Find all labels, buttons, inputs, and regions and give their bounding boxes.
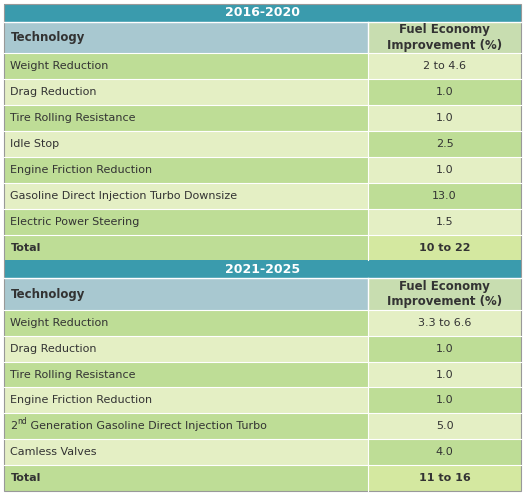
Text: Generation Gasoline Direct Injection Turbo: Generation Gasoline Direct Injection Tur… [27,421,267,431]
Text: 2021-2025: 2021-2025 [225,263,300,276]
Bar [4,336,369,361]
Text: Electric Power Steering: Electric Power Steering [10,217,140,227]
Bar [369,105,521,131]
Bar [369,183,521,209]
Text: 1.0: 1.0 [436,165,454,175]
Text: 2 to 4.6: 2 to 4.6 [423,61,466,71]
Bar [4,4,521,22]
Text: Technology: Technology [10,31,85,44]
Bar [4,361,369,388]
Text: Fuel Economy
Improvement (%): Fuel Economy Improvement (%) [387,280,502,308]
Text: Tire Rolling Resistance: Tire Rolling Resistance [10,370,136,380]
Text: 10 to 22: 10 to 22 [419,243,470,252]
Bar [369,388,521,413]
Text: Gasoline Direct Injection Turbo Downsize: Gasoline Direct Injection Turbo Downsize [10,191,238,200]
Text: Tire Rolling Resistance: Tire Rolling Resistance [10,113,136,123]
Text: Fuel Economy
Improvement (%): Fuel Economy Improvement (%) [387,23,502,52]
Text: Camless Valves: Camless Valves [10,447,97,457]
Bar [4,235,369,260]
Text: Idle Stop: Idle Stop [10,139,60,149]
Text: 2.5: 2.5 [436,139,454,149]
Bar [369,235,521,260]
Text: 3.3 to 6.6: 3.3 to 6.6 [418,318,471,328]
Text: 2016-2020: 2016-2020 [225,6,300,19]
Text: Drag Reduction: Drag Reduction [10,344,97,353]
Bar [4,388,369,413]
Text: 5.0: 5.0 [436,421,454,431]
Text: nd: nd [17,417,27,426]
Bar [4,209,369,235]
Text: 1.0: 1.0 [436,87,454,97]
Text: 13.0: 13.0 [432,191,457,200]
Bar [369,22,521,53]
Bar [369,131,521,157]
Text: 4.0: 4.0 [436,447,454,457]
Bar [369,465,521,491]
Bar [369,413,521,439]
Text: Engine Friction Reduction: Engine Friction Reduction [10,165,153,175]
Bar [369,157,521,183]
Text: 1.5: 1.5 [436,217,454,227]
Bar [4,53,369,79]
Bar [369,79,521,105]
Bar [4,183,369,209]
Text: 1.0: 1.0 [436,344,454,353]
Bar [4,465,369,491]
Bar [4,79,369,105]
Bar [369,53,521,79]
Text: 1.0: 1.0 [436,370,454,380]
Bar [4,157,369,183]
Bar [369,209,521,235]
Text: 1.0: 1.0 [436,396,454,405]
Bar [4,22,369,53]
Text: Technology: Technology [10,288,85,300]
Bar [369,439,521,465]
Bar [4,310,369,336]
Bar [369,336,521,361]
Text: Engine Friction Reduction: Engine Friction Reduction [10,396,153,405]
Text: Total: Total [10,243,41,252]
Text: Weight Reduction: Weight Reduction [10,61,109,71]
Text: Drag Reduction: Drag Reduction [10,87,97,97]
Bar [369,310,521,336]
Bar [4,278,369,310]
Bar [4,413,369,439]
Text: Weight Reduction: Weight Reduction [10,318,109,328]
Bar [4,439,369,465]
Bar [369,361,521,388]
Bar [369,278,521,310]
Bar [4,260,521,278]
Text: 11 to 16: 11 to 16 [419,473,470,483]
Bar [4,131,369,157]
Text: 2: 2 [10,421,18,431]
Bar [4,105,369,131]
Text: 1.0: 1.0 [436,113,454,123]
Text: Total: Total [10,473,41,483]
